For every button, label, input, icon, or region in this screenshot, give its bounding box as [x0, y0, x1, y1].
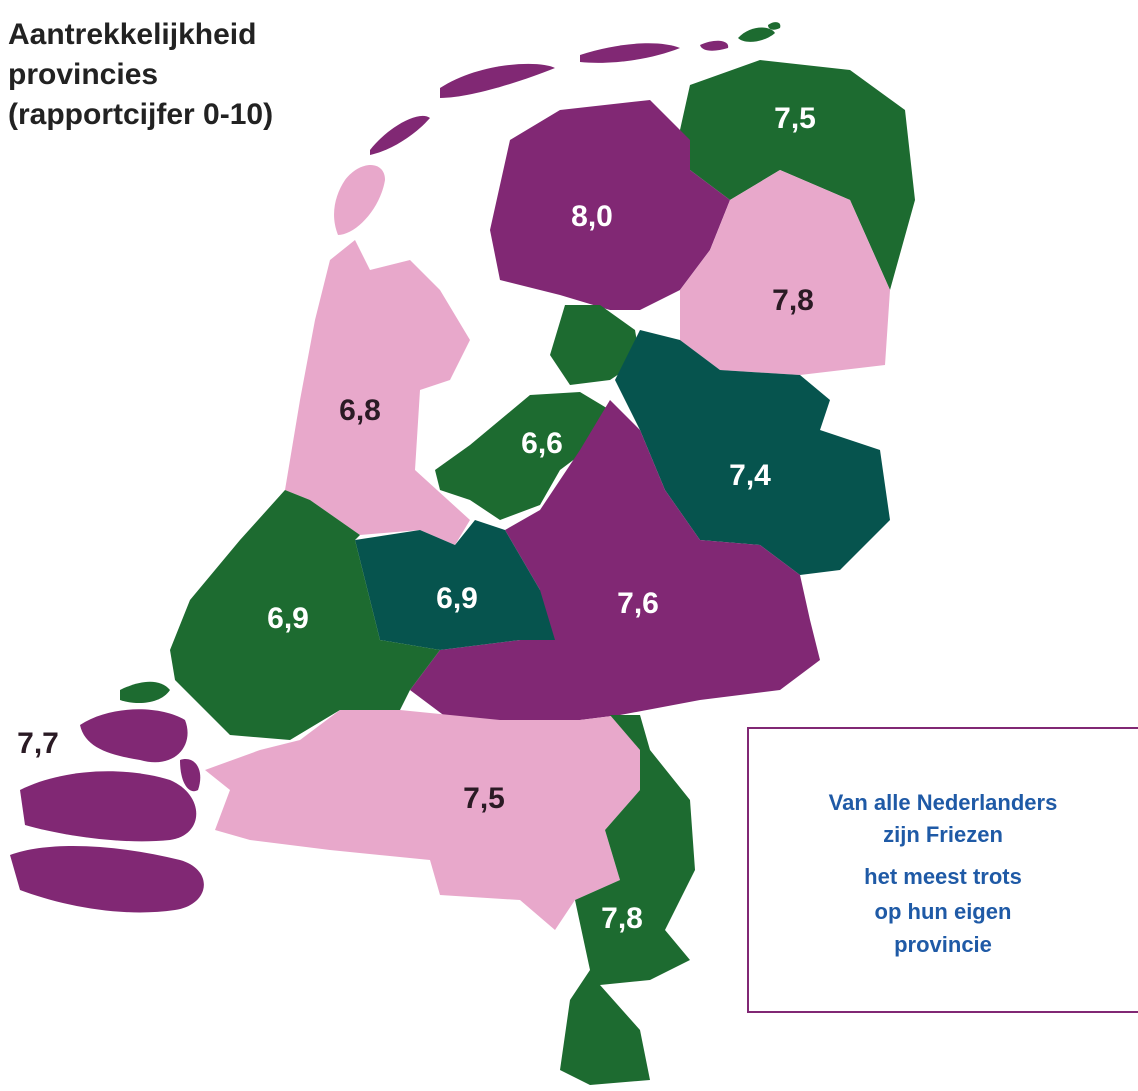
- flevoland: [435, 305, 640, 520]
- province-shape: [285, 240, 470, 545]
- limburg: [560, 715, 695, 1085]
- region-label: 7,6: [617, 587, 659, 620]
- region-label: 7,4: [729, 459, 771, 492]
- province-shape: [370, 115, 430, 155]
- overijssel: [615, 330, 890, 575]
- province-shape: [580, 43, 680, 63]
- callout: Van alle Nederlanders zijn Friezen het m…: [747, 727, 1138, 1013]
- region-label: 6,9: [267, 602, 309, 635]
- drenthe: [680, 170, 890, 375]
- province-shape: [10, 845, 204, 913]
- region-label: 7,5: [774, 102, 816, 135]
- region-label: 8,0: [571, 200, 613, 233]
- province-shape: [180, 759, 201, 792]
- province-shape: [700, 40, 729, 51]
- utrecht: [355, 520, 555, 650]
- province-shape: [440, 63, 555, 98]
- province-shape: [738, 27, 775, 42]
- province-shape: [120, 681, 170, 703]
- callout-line: provincie: [894, 932, 992, 957]
- callout-line: zijn Friezen: [883, 822, 1003, 847]
- province-shape: [768, 22, 781, 30]
- callout-border: [747, 727, 1138, 1013]
- province-shape: [550, 305, 640, 385]
- callout-line: Van alle Nederlanders: [829, 790, 1058, 815]
- region-label: 6,6: [521, 427, 563, 460]
- callout-line: op hun eigen: [875, 899, 1012, 924]
- province-shape: [615, 330, 890, 575]
- title-line: provincies: [8, 58, 158, 91]
- zuid-holland: [120, 490, 440, 740]
- province-shape: [80, 709, 188, 763]
- province-shape: [334, 165, 385, 235]
- friesland: [370, 40, 730, 310]
- province-shape: [410, 400, 820, 720]
- province-shape: [435, 392, 610, 520]
- province-shape: [560, 715, 695, 1085]
- province-shape: [20, 771, 197, 842]
- province-shape: [170, 490, 440, 740]
- region-label: 7,7: [17, 727, 59, 760]
- title-line: (rapportcijfer 0-10): [8, 98, 273, 131]
- region-labels: 7,5 8,0 7,8 6,6 7,4 6,8 7,6 6,9 6,9 7,7 …: [17, 102, 816, 935]
- region-label: 6,8: [339, 394, 381, 427]
- callout-line: het meest trots: [864, 864, 1022, 889]
- gelderland: [410, 400, 820, 720]
- groningen: [680, 22, 915, 290]
- region-label: 7,8: [772, 284, 814, 317]
- provinces: [10, 22, 915, 1085]
- title-line: Aantrekkelijkheid: [8, 18, 256, 51]
- province-shape: [680, 170, 890, 375]
- province-shape: [205, 710, 640, 930]
- province-shape: [355, 520, 555, 650]
- region-label: 7,5: [463, 782, 505, 815]
- zeeland: [10, 709, 204, 913]
- region-label: 7,8: [601, 902, 643, 935]
- province-shape: [490, 100, 730, 310]
- region-label: 6,9: [436, 582, 478, 615]
- province-shape: [680, 60, 915, 290]
- noord-brabant: [205, 710, 640, 930]
- noord-holland: [285, 165, 470, 545]
